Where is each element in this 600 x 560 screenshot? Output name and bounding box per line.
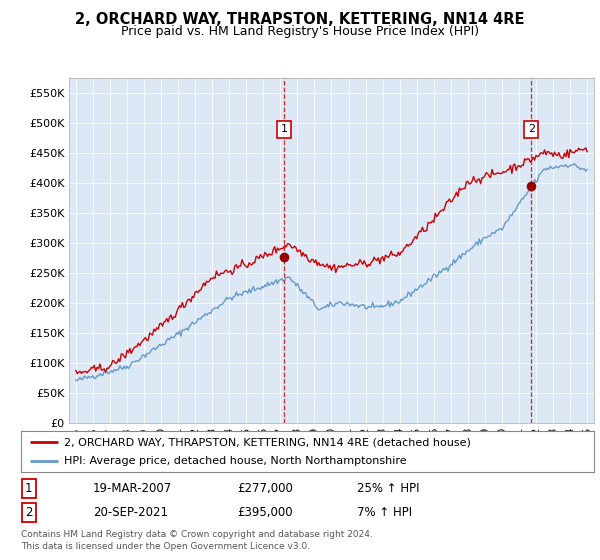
Text: 19-MAR-2007: 19-MAR-2007 [93,482,172,495]
Text: £395,000: £395,000 [237,506,293,519]
Text: 20-SEP-2021: 20-SEP-2021 [93,506,168,519]
Text: 25% ↑ HPI: 25% ↑ HPI [357,482,419,495]
Text: Contains HM Land Registry data © Crown copyright and database right 2024.: Contains HM Land Registry data © Crown c… [21,530,373,539]
Text: 1: 1 [281,124,287,134]
Text: 2, ORCHARD WAY, THRAPSTON, KETTERING, NN14 4RE: 2, ORCHARD WAY, THRAPSTON, KETTERING, NN… [75,12,525,27]
Text: This data is licensed under the Open Government Licence v3.0.: This data is licensed under the Open Gov… [21,542,310,551]
Text: 2: 2 [528,124,535,134]
Text: 1: 1 [25,482,32,495]
Text: HPI: Average price, detached house, North Northamptonshire: HPI: Average price, detached house, Nort… [64,456,407,465]
Text: 2: 2 [25,506,32,519]
Text: £277,000: £277,000 [237,482,293,495]
Text: 7% ↑ HPI: 7% ↑ HPI [357,506,412,519]
Text: Price paid vs. HM Land Registry's House Price Index (HPI): Price paid vs. HM Land Registry's House … [121,25,479,38]
Text: 2, ORCHARD WAY, THRAPSTON, KETTERING, NN14 4RE (detached house): 2, ORCHARD WAY, THRAPSTON, KETTERING, NN… [64,437,471,447]
